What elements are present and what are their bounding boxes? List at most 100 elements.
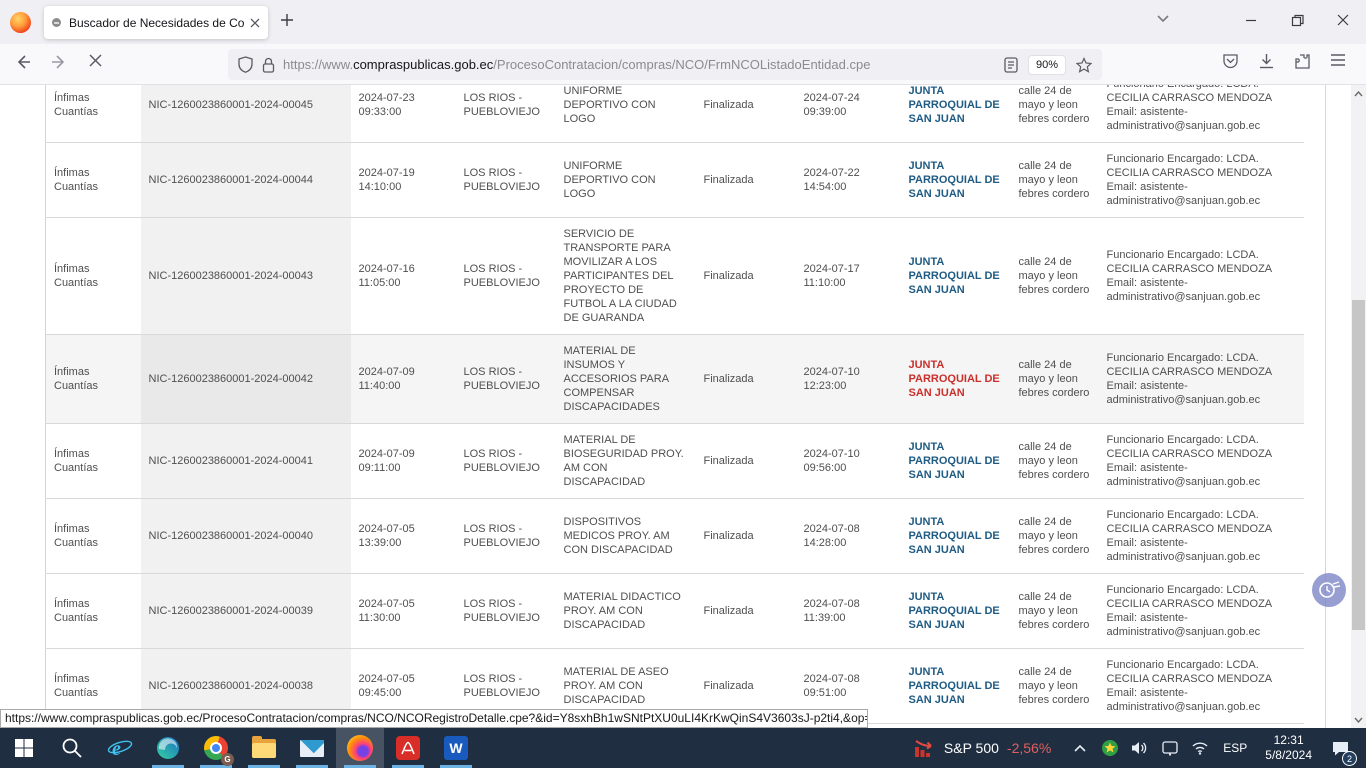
tab-favicon-icon — [52, 18, 61, 27]
entity-link[interactable]: JUNTA PARROQUIAL DE SAN JUAN — [908, 359, 1000, 399]
url-bar[interactable]: https://www.compraspublicas.gob.ec/Proce… — [228, 49, 1102, 80]
firefox-taskbar-icon[interactable] — [336, 728, 384, 768]
downloads-icon[interactable] — [1258, 53, 1275, 70]
taskbar-right: S&P 500 -2,56% ESP 12:31 5/8/2024 — [914, 728, 1366, 768]
table-body: Ínfimas Cuantías NIC-1260023860001-2024-… — [45, 85, 1304, 728]
cell-estado: Finalizada — [703, 680, 754, 692]
back-button[interactable] — [14, 53, 32, 71]
vertical-scrollbar[interactable] — [1351, 85, 1366, 728]
list-all-tabs-icon[interactable] — [1156, 14, 1170, 23]
word-icon[interactable]: W — [432, 728, 480, 768]
scroll-up-icon[interactable] — [1351, 86, 1366, 101]
scrollbar-thumb[interactable] — [1352, 300, 1365, 630]
tray-chevron-icon[interactable] — [1068, 734, 1092, 762]
window-restore-button[interactable] — [1274, 0, 1320, 40]
cell-fecha-publicacion: 2024-07-05 13:39:00 — [358, 523, 415, 549]
volume-icon[interactable] — [1128, 734, 1152, 762]
entity-link[interactable]: JUNTA PARROQUIAL DE SAN JUAN — [908, 441, 1000, 481]
cell-fecha-fin: 2024-07-08 11:39:00 — [803, 598, 860, 624]
cell-fecha-publicacion: 2024-07-09 11:40:00 — [358, 366, 415, 392]
cell-ubicacion: LOS RIOS - PUEBLOVIEJO — [463, 92, 540, 118]
cell-codigo: NIC-1260023860001-2024-00039 — [140, 573, 351, 649]
taskbar-search-icon[interactable] — [48, 728, 96, 768]
zoom-level-button[interactable]: 90% — [1027, 54, 1066, 75]
padlock-icon[interactable] — [262, 57, 275, 73]
clock-time: 12:31 — [1273, 733, 1304, 747]
table-row[interactable]: Ínfimas Cuantías NIC-1260023860001-2024-… — [45, 85, 1304, 143]
internet-explorer-icon[interactable]: e — [96, 728, 144, 768]
stock-index-label: S&P 500 — [943, 740, 999, 756]
scroll-down-icon[interactable] — [1351, 712, 1366, 727]
action-center-icon[interactable]: 2 — [1328, 734, 1357, 766]
cell-estado: Finalizada — [703, 530, 754, 542]
cell-estado: Finalizada — [703, 99, 754, 111]
tab-close-icon[interactable] — [250, 18, 260, 28]
new-tab-button[interactable] — [280, 13, 294, 27]
procurement-table: Ínfimas Cuantías NIC-1260023860001-2024-… — [45, 85, 1304, 728]
reader-view-icon[interactable] — [1004, 56, 1018, 73]
entity-link[interactable]: JUNTA PARROQUIAL DE SAN JUAN — [908, 516, 1000, 556]
antivirus-icon[interactable] — [1098, 734, 1122, 762]
start-button[interactable] — [0, 728, 48, 768]
cell-tipo: Ínfimas Cuantías — [54, 167, 99, 193]
entity-link[interactable]: JUNTA PARROQUIAL DE SAN JUAN — [908, 666, 1000, 706]
cell-entidad: JUNTA PARROQUIAL DE SAN JUAN — [901, 499, 1011, 574]
cell-contacto: Funcionario Encargado: LCDA. CECILIA CAR… — [1106, 249, 1272, 303]
browser-titlebar: Buscador de Necesidades de Co — [0, 0, 1366, 44]
language-indicator[interactable]: ESP — [1223, 741, 1248, 755]
mail-icon[interactable] — [288, 728, 336, 768]
cell-tipo: Ínfimas Cuantías — [54, 523, 99, 549]
entity-link[interactable]: JUNTA PARROQUIAL DE SAN JUAN — [908, 160, 1000, 200]
acrobat-icon[interactable] — [384, 728, 432, 768]
pocket-icon[interactable] — [1222, 53, 1239, 70]
cell-tipo: Ínfimas Cuantías — [54, 366, 99, 392]
extensions-puzzle-icon[interactable] — [1294, 53, 1311, 70]
tab-title: Buscador de Necesidades de Co — [69, 15, 245, 30]
floating-timer-widget[interactable] — [1312, 573, 1346, 607]
cell-ubicacion: LOS RIOS - PUEBLOVIEJO — [463, 167, 540, 193]
edge-icon[interactable] — [144, 728, 192, 768]
browser-tab[interactable]: Buscador de Necesidades de Co — [44, 6, 268, 39]
stop-loading-button[interactable] — [88, 53, 103, 68]
cell-objeto: MATERIAL DE BIOSEGURIDAD PROY. AM CON DI… — [563, 434, 684, 488]
table-row[interactable]: Ínfimas Cuantías NIC-1260023860001-2024-… — [45, 334, 1304, 424]
cell-tipo: Ínfimas Cuantías — [54, 92, 99, 118]
firefox-view-icon[interactable] — [10, 12, 31, 33]
taskbar-clock[interactable]: 12:31 5/8/2024 — [1265, 733, 1312, 763]
wifi-icon[interactable] — [1188, 734, 1212, 762]
cell-contacto: Funcionario Encargado: LCDA. CECILIA CAR… — [1106, 434, 1272, 488]
bookmark-star-icon[interactable] — [1076, 56, 1092, 73]
cell-fecha-fin: 2024-07-10 09:56:00 — [803, 448, 860, 474]
cell-tipo: Ínfimas Cuantías — [54, 263, 99, 289]
chrome-profile-badge: G — [221, 753, 234, 766]
tracking-protection-icon[interactable] — [238, 56, 253, 73]
table-row[interactable]: Ínfimas Cuantías NIC-1260023860001-2024-… — [45, 573, 1304, 649]
cell-objeto: MATERIAL DE INSUMOS Y ACCESORIOS PARA CO… — [563, 345, 669, 413]
cell-ubicacion: LOS RIOS - PUEBLOVIEJO — [463, 366, 540, 392]
window-close-button[interactable] — [1320, 0, 1366, 40]
table-row[interactable]: Ínfimas Cuantías NIC-1260023860001-2024-… — [45, 217, 1304, 335]
cell-entidad: JUNTA PARROQUIAL DE SAN JUAN — [901, 424, 1011, 499]
forward-button[interactable] — [50, 53, 68, 71]
entity-link[interactable]: JUNTA PARROQUIAL DE SAN JUAN — [908, 85, 1000, 125]
cast-device-icon[interactable] — [1158, 734, 1182, 762]
cell-entidad: JUNTA PARROQUIAL DE SAN JUAN — [901, 335, 1011, 424]
cell-objeto: UNIFORME DEPORTIVO CON LOGO — [563, 160, 656, 200]
cell-codigo: NIC-1260023860001-2024-00041 — [140, 423, 351, 499]
menu-hamburger-icon[interactable] — [1330, 53, 1346, 67]
cell-entidad: JUNTA PARROQUIAL DE SAN JUAN — [901, 218, 1011, 335]
table-row[interactable]: Ínfimas Cuantías NIC-1260023860001-2024-… — [45, 498, 1304, 574]
page-content: Ínfimas Cuantías NIC-1260023860001-2024-… — [0, 85, 1366, 728]
file-explorer-icon[interactable] — [240, 728, 288, 768]
table-row[interactable]: Ínfimas Cuantías NIC-1260023860001-2024-… — [45, 142, 1304, 218]
url-text[interactable]: https://www.compraspublicas.gob.ec/Proce… — [283, 57, 871, 72]
chrome-icon[interactable]: G — [192, 728, 240, 768]
stock-widget[interactable]: S&P 500 -2,56% — [914, 738, 1051, 758]
window-minimize-button[interactable] — [1228, 0, 1274, 40]
entity-link[interactable]: JUNTA PARROQUIAL DE SAN JUAN — [908, 591, 1000, 631]
table-row[interactable]: Ínfimas Cuantías NIC-1260023860001-2024-… — [45, 423, 1304, 499]
entity-link[interactable]: JUNTA PARROQUIAL DE SAN JUAN — [908, 256, 1000, 296]
cell-direccion: calle 24 de mayo y leon febres cordero — [1018, 160, 1090, 200]
cell-tipo: Ínfimas Cuantías — [54, 598, 99, 624]
